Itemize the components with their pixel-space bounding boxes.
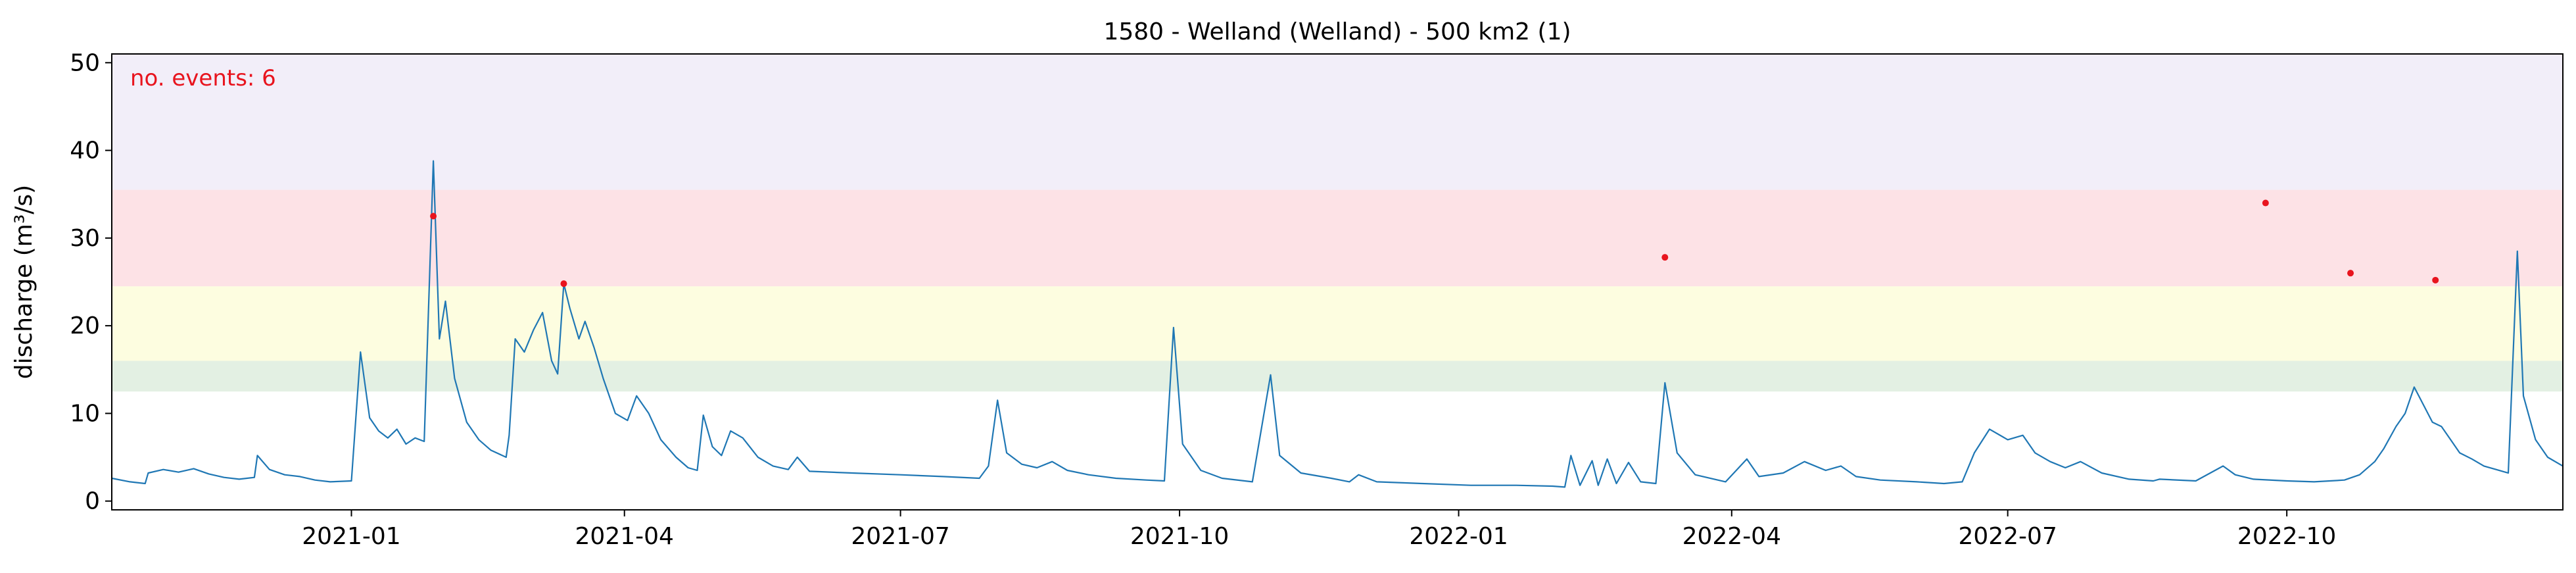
event-count-annotation: no. events: 6: [130, 65, 276, 91]
x-tick-label-2021-04: 2021-04: [575, 523, 674, 550]
x-tick-label-2021-01: 2021-01: [302, 523, 400, 550]
x-tick-label-2022-10: 2022-10: [2237, 523, 2336, 550]
y-tick-label-0: 0: [85, 488, 100, 515]
chart-title: 1580 - Welland (Welland) - 500 km2 (1): [1103, 18, 1571, 45]
axes: 0 10 20 30 40 50 2021-01 2021-04 2021-07 2021-10 2…: [70, 49, 2564, 550]
series-layer: [111, 160, 2564, 488]
x-tick-label-2022-07: 2022-07: [1958, 523, 2057, 550]
y-tick-label-30: 30: [70, 225, 100, 252]
event-marker-2: [1661, 254, 1669, 261]
threshold-band-2: [112, 189, 2563, 287]
threshold-bands: [112, 54, 2563, 392]
y-tick-label-50: 50: [70, 49, 100, 76]
event-markers: [430, 199, 2439, 287]
series-line-0: [111, 160, 2564, 488]
event-marker-3: [2262, 199, 2269, 207]
y-tick-label-40: 40: [70, 137, 100, 164]
event-marker-4: [2347, 270, 2354, 277]
y-tick-label-20: 20: [70, 312, 100, 339]
y-tick-label-10: 10: [70, 400, 100, 427]
threshold-band-1: [112, 286, 2563, 361]
threshold-band-3: [112, 54, 2563, 190]
threshold-band-0: [112, 361, 2563, 392]
x-tick-label-2021-07: 2021-07: [851, 523, 949, 550]
y-axis-label: discharge (m³/s): [11, 185, 37, 379]
event-marker-5: [2432, 276, 2439, 284]
event-marker-1: [560, 280, 567, 287]
x-tick-label-2022-01: 2022-01: [1409, 523, 1508, 550]
event-marker-0: [430, 212, 437, 220]
x-tick-label-2022-04: 2022-04: [1682, 523, 1781, 550]
x-tick-label-2021-10: 2021-10: [1130, 523, 1229, 550]
plot-frame: [111, 53, 2564, 511]
